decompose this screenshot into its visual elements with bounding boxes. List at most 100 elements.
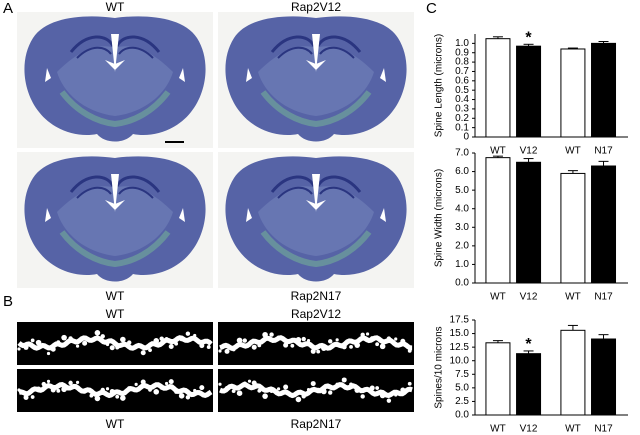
x-tick-label: V12 <box>520 292 538 303</box>
x-tick-label: V12 <box>520 146 538 157</box>
spine <box>168 379 174 385</box>
spine <box>341 377 347 383</box>
bar <box>560 48 586 138</box>
spine <box>236 390 243 396</box>
spine <box>30 338 35 343</box>
bar <box>485 342 511 416</box>
spine <box>375 386 380 390</box>
spine <box>218 349 222 353</box>
significance-marker: * <box>525 30 532 47</box>
spine <box>269 332 274 337</box>
spine <box>328 390 333 395</box>
spine <box>75 380 80 384</box>
spine <box>242 338 247 343</box>
x-tick-label: WT <box>490 424 506 435</box>
spine <box>349 344 353 349</box>
significance-marker: * <box>525 336 532 353</box>
spine <box>335 338 339 342</box>
spine <box>247 379 252 383</box>
y-tick-label: 0.0 <box>455 278 469 289</box>
y-tick-label: 7.0 <box>455 148 469 159</box>
x-tick-label: V12 <box>520 424 538 435</box>
y-tick-label: 3.0 <box>455 222 469 233</box>
bar <box>591 338 617 416</box>
spine <box>148 348 152 353</box>
spine <box>164 381 169 386</box>
y-tick-label: 2.0 <box>455 240 469 251</box>
spine <box>30 395 35 399</box>
spine <box>61 334 67 341</box>
spine <box>140 350 146 356</box>
y-tick-label: 0.7 <box>455 66 469 77</box>
bar <box>560 172 586 284</box>
y-tick-label: 1.0 <box>455 259 469 270</box>
y-tick-label: 10.0 <box>450 355 470 366</box>
x-tick-label: N17 <box>594 424 613 435</box>
y-tick-label: 0.9 <box>455 47 469 58</box>
spine <box>115 394 120 399</box>
y-tick-label: 2.5 <box>455 396 469 407</box>
panel-label: C <box>426 0 437 17</box>
y-tick-label: 12.5 <box>450 342 470 353</box>
spine <box>46 351 51 356</box>
y-tick-label: 0.2 <box>455 113 469 124</box>
spine <box>360 394 365 399</box>
bar <box>485 38 511 138</box>
dendrite-images <box>17 322 414 412</box>
spine <box>134 382 138 386</box>
y-tick-label: 17.5 <box>450 315 470 326</box>
image-label: Rap2V12 <box>291 0 341 14</box>
y-tick-label: 0.8 <box>455 57 469 68</box>
spine <box>310 381 316 387</box>
y-tick-label: 5.0 <box>455 185 469 196</box>
spine <box>109 345 115 351</box>
brain-image <box>17 12 213 148</box>
y-tick-label: 0.5 <box>455 85 469 96</box>
y-tick-label: 5.0 <box>455 382 469 393</box>
spine <box>218 382 222 386</box>
x-tick-label: N17 <box>594 292 613 303</box>
y-tick-label: 0.3 <box>455 104 469 115</box>
panel-label: A <box>3 0 13 17</box>
y-axis-label: Spines/10 microns <box>434 326 445 408</box>
spine <box>105 387 110 391</box>
y-tick-label: 6.0 <box>455 166 469 177</box>
spine <box>75 344 80 348</box>
spine <box>120 336 126 343</box>
bar <box>485 157 511 284</box>
spine <box>56 388 61 393</box>
spine <box>283 384 289 390</box>
panel-label: B <box>3 293 13 310</box>
image-label: WT <box>106 307 125 321</box>
image-label: Rap2V12 <box>291 307 341 321</box>
y-tick-label: 7.5 <box>455 369 469 380</box>
spine <box>283 342 289 348</box>
image-label: WT <box>106 289 125 303</box>
spine <box>168 343 174 349</box>
spine <box>276 387 281 391</box>
x-tick-label: WT <box>490 146 506 157</box>
image-label: WT <box>106 417 125 431</box>
spine <box>153 388 160 395</box>
spine <box>199 385 205 391</box>
spine <box>82 340 88 346</box>
spine <box>46 379 51 383</box>
spine <box>17 347 21 351</box>
bar <box>516 45 542 138</box>
spine <box>407 381 412 386</box>
spine <box>251 344 257 350</box>
y-tick-label: 4.0 <box>455 203 469 214</box>
bar <box>516 161 542 284</box>
y-tick-label: 0.6 <box>455 75 469 86</box>
spine <box>316 349 321 354</box>
dendrite <box>219 335 413 351</box>
bar <box>591 165 617 284</box>
spine <box>206 345 211 349</box>
bar <box>591 42 617 138</box>
y-axis-label: Spine Width (microns) <box>434 169 445 267</box>
bar <box>516 353 542 416</box>
spine <box>379 343 386 350</box>
spine <box>224 348 230 354</box>
image-label: WT <box>106 0 125 14</box>
